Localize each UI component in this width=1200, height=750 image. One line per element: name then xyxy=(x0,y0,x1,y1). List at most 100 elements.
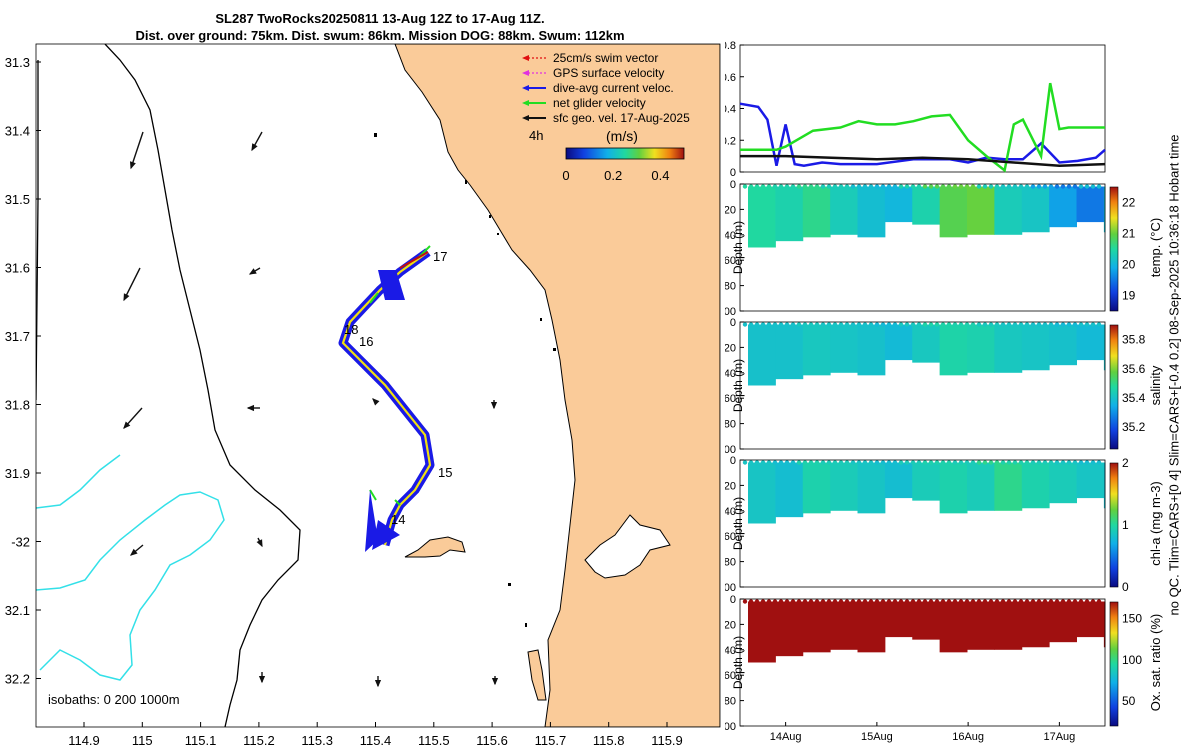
surface-sample-dot xyxy=(1036,460,1042,465)
surface-sample-dot xyxy=(1072,184,1078,189)
section-profile-cell xyxy=(967,324,995,373)
section-profile-cell xyxy=(967,601,995,650)
surface-sample-dot xyxy=(916,322,922,327)
island-south xyxy=(527,649,547,701)
section-ylabel: Depth (m) xyxy=(731,359,745,412)
surface-sample-dot xyxy=(994,322,1000,327)
surface-sample-dot xyxy=(1018,599,1024,604)
surface-sample-dot xyxy=(1060,460,1066,465)
surface-sample-dot xyxy=(760,184,766,189)
surface-sample-dot xyxy=(1024,599,1030,604)
colorbar-tick-label: 35.8 xyxy=(1122,333,1146,347)
surface-sample-dot xyxy=(802,460,808,465)
section-ytick-label: 20 xyxy=(725,480,736,492)
surface-sample-dot xyxy=(838,184,844,189)
section-profile-cell xyxy=(857,186,886,238)
surface-sample-dot xyxy=(1066,184,1072,189)
surface-sample-dot xyxy=(952,184,958,189)
section-profile-cell xyxy=(830,462,858,511)
sfc-arrow xyxy=(130,131,144,169)
surface-sample-dot xyxy=(982,460,988,465)
surface-sample-dot xyxy=(790,599,796,604)
lat-tick-label: 32.2 xyxy=(5,672,30,687)
section-ytick-label: 0 xyxy=(730,179,736,191)
surface-sample-dot xyxy=(808,460,814,465)
lon-tick-label: 114.9 xyxy=(68,733,100,748)
surface-sample-dot xyxy=(820,184,826,189)
surface-sample-dot xyxy=(898,184,904,189)
coastline-land xyxy=(394,44,720,727)
sfc-arrowhead xyxy=(251,143,258,152)
day-labels: 17 18 16 15 14 xyxy=(344,249,452,527)
colorbar-tick-label: 0 xyxy=(1122,580,1129,594)
surface-sample-dot xyxy=(988,322,994,327)
surface-sample-dot xyxy=(952,599,958,604)
lon-tick-label: 115.1 xyxy=(185,733,217,748)
sfc-arrowhead xyxy=(256,539,263,548)
estuary xyxy=(584,514,671,579)
surface-sample-dot xyxy=(754,460,760,465)
legend-entry-label: sfc geo. vel. 17-Aug-2025 xyxy=(553,111,690,125)
isobath-1000m xyxy=(36,60,39,401)
section-profile-cell xyxy=(884,462,913,499)
surface-sample-dot xyxy=(1054,322,1060,327)
surface-sample-dot xyxy=(940,322,946,327)
surface-sample-dot xyxy=(1060,184,1066,189)
surface-sample-dot xyxy=(922,599,928,604)
track-tail xyxy=(365,490,400,552)
sfc-arrowhead xyxy=(129,161,136,170)
surface-sample-dot xyxy=(844,322,850,327)
surface-sample-dot xyxy=(826,184,832,189)
colorbar-tick-label: 0.4 xyxy=(651,168,669,183)
surface-sample-dot xyxy=(850,184,856,189)
surface-sample-dot xyxy=(808,184,814,189)
surface-sample-dot xyxy=(1000,599,1006,604)
colorbar-tick-label: 0 xyxy=(562,168,569,183)
surface-sample-dot xyxy=(868,184,874,189)
section-profile-cell xyxy=(939,324,968,376)
surface-sample-dot xyxy=(1000,460,1006,465)
section-profile-cell xyxy=(1076,601,1105,638)
chlorophyll-section: 0 20 40 60 80 100 Depth (m) 0 1 2 chl-a (mg m-3) xyxy=(725,455,1163,594)
section-profile-cell xyxy=(994,601,1023,650)
surface-sample-dot xyxy=(1072,322,1078,327)
section-profile-cell xyxy=(884,601,913,638)
surface-sample-dot xyxy=(844,599,850,604)
surface-sample-dot xyxy=(1006,599,1012,604)
section-profile-cell xyxy=(1049,186,1077,228)
colorbar-label: chl-a (mg m-3) xyxy=(1148,481,1163,566)
section-ytick-label: 100 xyxy=(725,306,736,318)
surface-sample-dot xyxy=(982,184,988,189)
section-profile-cell xyxy=(912,601,941,640)
surface-sample-dot xyxy=(778,184,784,189)
surface-sample-dot xyxy=(946,599,952,604)
surface-sample-dot xyxy=(796,599,802,604)
surface-sample-dot xyxy=(910,460,916,465)
surface-sample-dot xyxy=(934,460,940,465)
surface-sample-dot xyxy=(958,322,964,327)
lon-tick-label: 115.8 xyxy=(593,733,625,748)
surface-sample-dot xyxy=(1066,599,1072,604)
lon-tick-label: 115.7 xyxy=(535,733,567,748)
surface-sample-dot xyxy=(796,322,802,327)
sfc-arrowhead xyxy=(491,677,499,686)
lon-tick-label: 115.2 xyxy=(243,733,275,748)
colorbar-label: temp. (°C) xyxy=(1148,218,1163,277)
surface-sample-dot xyxy=(754,184,760,189)
surface-sample-dot xyxy=(832,322,838,327)
surface-sample-dot xyxy=(952,322,958,327)
surface-sample-dot xyxy=(976,322,982,327)
surface-sample-dot xyxy=(814,599,820,604)
surface-sample-dot xyxy=(1090,599,1096,604)
section-profile-cell xyxy=(912,186,941,225)
section-colorbar xyxy=(1109,186,1119,312)
lon-tick-label: 115 xyxy=(132,733,153,748)
surface-sample-dot xyxy=(748,322,754,327)
surface-sample-dot xyxy=(856,460,862,465)
surface-sample-dot xyxy=(1042,460,1048,465)
surface-sample-dot xyxy=(1018,322,1024,327)
sfc-arrowhead xyxy=(490,401,498,410)
surface-sample-dot xyxy=(832,460,838,465)
section-axes xyxy=(739,321,1106,450)
section-ytick-label: 80 xyxy=(725,419,736,431)
